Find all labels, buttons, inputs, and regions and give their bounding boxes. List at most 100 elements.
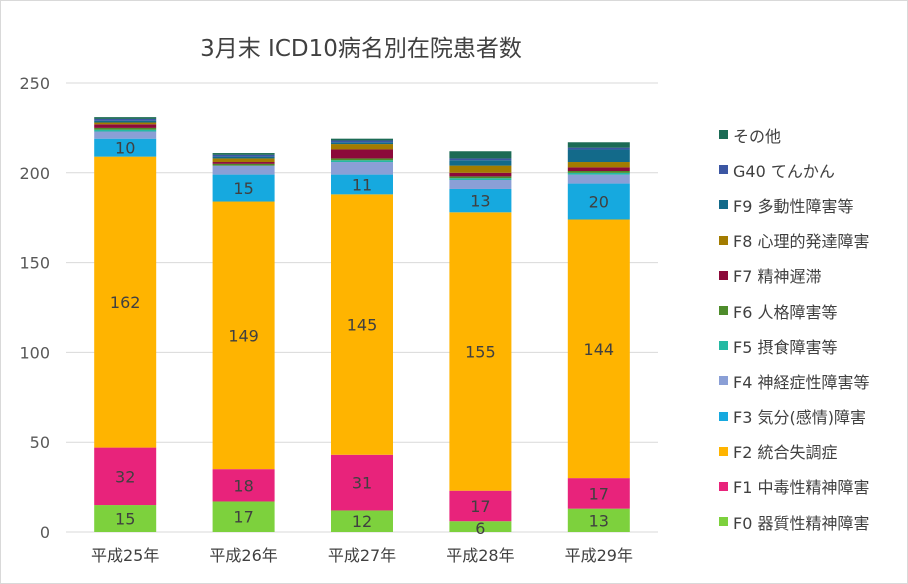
y-tick-label: 100 bbox=[19, 343, 50, 362]
y-tick-label: 50 bbox=[30, 433, 50, 452]
legend-label: その他 bbox=[733, 126, 782, 146]
x-tick-label: 平成25年 bbox=[91, 546, 159, 565]
bar-segment bbox=[94, 118, 157, 121]
bar-segment bbox=[94, 122, 157, 125]
legend-label: F0 器質性精神障害 bbox=[733, 513, 870, 533]
data-label: 18 bbox=[233, 476, 253, 495]
bar-segment bbox=[449, 176, 512, 179]
bar-segment bbox=[331, 144, 393, 150]
legend-label: F2 統合失調症 bbox=[733, 443, 838, 463]
bar-segment bbox=[212, 162, 275, 164]
bar-segment bbox=[212, 501, 275, 532]
bar-segment bbox=[212, 158, 275, 163]
bar-segment bbox=[94, 131, 157, 139]
legend-swatch bbox=[719, 341, 728, 351]
bar-segment bbox=[567, 167, 630, 172]
bar-segment bbox=[449, 490, 512, 522]
legend-swatch bbox=[719, 200, 728, 210]
bar-segment bbox=[212, 153, 275, 155]
legend-item: F2 統合失調症 bbox=[719, 434, 869, 469]
data-label: 6 bbox=[475, 519, 485, 538]
bar-segment bbox=[94, 138, 157, 157]
legend-label: F1 中毒性精神障害 bbox=[733, 478, 870, 498]
bar-segment bbox=[567, 219, 630, 479]
x-tick-label: 平成28年 bbox=[446, 546, 514, 565]
legend-item: F7 精神遅滞 bbox=[719, 258, 869, 293]
legend-label: F7 精神遅滞 bbox=[733, 267, 822, 287]
x-tick-label: 平成29年 bbox=[565, 546, 633, 565]
bar-segment bbox=[94, 447, 157, 506]
bar-segment bbox=[331, 194, 393, 455]
legend-label: G40 てんかん bbox=[733, 161, 835, 181]
legend-swatch bbox=[719, 130, 728, 140]
bar-segment bbox=[567, 149, 630, 163]
legend-item: F0 器質性精神障害 bbox=[719, 504, 869, 539]
bar-segment bbox=[449, 178, 512, 180]
bar-segment bbox=[331, 158, 393, 161]
bar-segment bbox=[449, 188, 512, 213]
data-label: 13 bbox=[470, 192, 490, 211]
legend-item: F4 神経症性障害等 bbox=[719, 363, 869, 398]
bar-segment bbox=[94, 156, 157, 448]
data-label: 32 bbox=[115, 467, 135, 486]
legend-item: F6 人格障害等 bbox=[719, 293, 869, 328]
legend-item: その他 bbox=[719, 117, 869, 152]
bar-segment bbox=[331, 138, 393, 141]
legend-swatch bbox=[719, 411, 728, 421]
bar-segment bbox=[331, 162, 393, 175]
legend-label: F6 人格障害等 bbox=[733, 302, 838, 322]
bar-segment bbox=[331, 454, 393, 511]
bar-segment bbox=[212, 469, 275, 502]
bar-segment bbox=[212, 156, 275, 159]
x-tick-label: 平成26年 bbox=[209, 546, 277, 565]
legend-swatch bbox=[719, 481, 728, 491]
bar-segment bbox=[94, 127, 157, 130]
data-label: 144 bbox=[584, 340, 615, 359]
data-label: 17 bbox=[233, 508, 253, 527]
legend-label: F5 摂食障害等 bbox=[733, 337, 838, 357]
legend-label: F9 多動性障害等 bbox=[733, 196, 854, 216]
bar-segment bbox=[449, 521, 512, 532]
chart-title: 3月末 ICD10病名別在院患者数 bbox=[200, 36, 522, 62]
data-label: 145 bbox=[347, 316, 378, 335]
legend-item: F1 中毒性精神障害 bbox=[719, 469, 869, 504]
bar-segment bbox=[567, 147, 630, 150]
data-label: 17 bbox=[589, 484, 609, 503]
data-label: 10 bbox=[115, 139, 135, 158]
bar-segment bbox=[94, 505, 157, 532]
bar-segment bbox=[567, 142, 630, 148]
y-tick-label: 200 bbox=[19, 164, 50, 183]
x-tick-label: 平成27年 bbox=[328, 546, 396, 565]
legend-label: F3 気分(感情)障害 bbox=[733, 408, 866, 428]
bar-segment bbox=[567, 478, 630, 509]
bar-segment bbox=[212, 163, 275, 166]
data-label: 15 bbox=[233, 179, 253, 198]
data-label: 11 bbox=[352, 175, 372, 194]
legend-item: F3 気分(感情)障害 bbox=[719, 399, 869, 434]
legend: その他 G40 てんかん F9 多動性障害等 F8 心理的発達障害 F7 精神遅滞 F6 … bbox=[719, 117, 869, 539]
bar-segment bbox=[212, 154, 275, 157]
bar-segment bbox=[449, 165, 512, 173]
legend-swatch bbox=[719, 446, 728, 456]
bar-segment bbox=[331, 160, 393, 163]
bar-segment bbox=[212, 165, 275, 175]
y-tick-label: 150 bbox=[19, 254, 50, 273]
bar-segment bbox=[331, 149, 393, 159]
bar-segment bbox=[331, 142, 393, 145]
y-tick-label: 0 bbox=[40, 523, 50, 542]
bar-segment bbox=[94, 117, 157, 119]
bar-segment bbox=[94, 124, 157, 128]
bar-segment bbox=[212, 174, 275, 202]
legend-item: F9 多動性障害等 bbox=[719, 187, 869, 222]
bar-segment bbox=[567, 171, 630, 173]
bar-segment bbox=[94, 120, 157, 123]
legend-swatch bbox=[719, 517, 728, 527]
data-label: 149 bbox=[228, 326, 259, 345]
data-label: 15 bbox=[115, 510, 135, 529]
bar-segment bbox=[567, 508, 630, 532]
bar-segment bbox=[331, 174, 393, 195]
legend-label: F4 神経症性障害等 bbox=[733, 372, 870, 392]
data-label: 12 bbox=[352, 512, 372, 531]
legend-swatch bbox=[719, 306, 728, 316]
